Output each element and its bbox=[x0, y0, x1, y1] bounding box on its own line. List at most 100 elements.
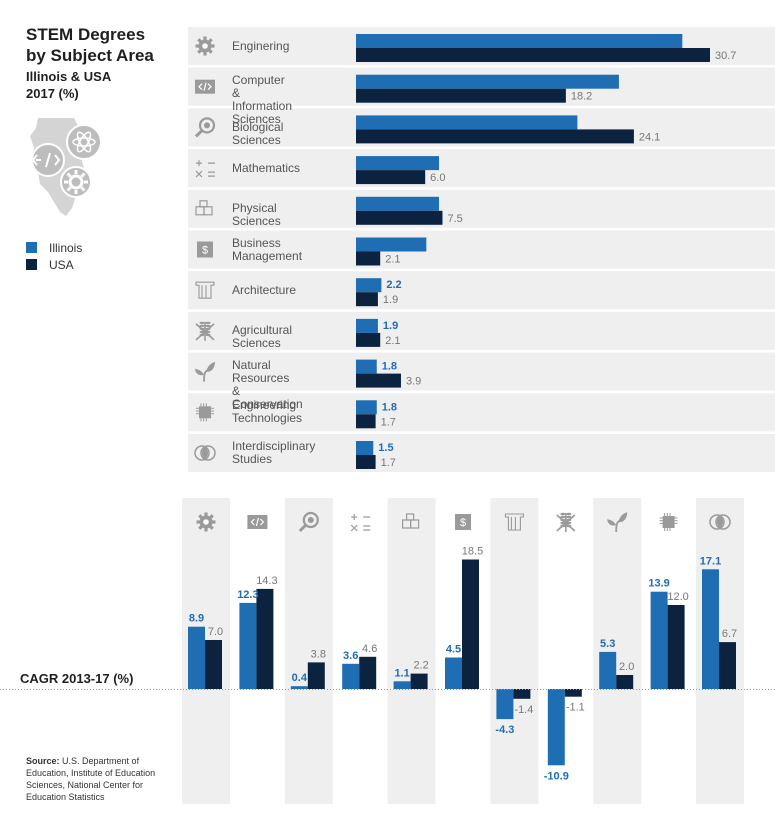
value-label-usa: 18.2 bbox=[571, 91, 592, 103]
category-label-line: Physical Sciences bbox=[232, 201, 281, 229]
category-label: Physical Sciences bbox=[232, 202, 281, 228]
value-label-illinois: 1.8 bbox=[382, 361, 397, 373]
legend-label-usa: USA bbox=[49, 257, 74, 272]
category-label: Enginering bbox=[232, 39, 289, 53]
bar-illinois bbox=[356, 359, 377, 374]
value-label-illinois: 1.9 bbox=[383, 320, 398, 332]
cagr-bar-usa bbox=[564, 689, 582, 697]
cagr-bar-illinois bbox=[188, 626, 205, 689]
cagr-value-usa: 18.5 bbox=[462, 546, 483, 558]
bar-illinois bbox=[356, 400, 377, 415]
bar-usa bbox=[356, 129, 634, 144]
gear-icon bbox=[195, 36, 215, 56]
cagr-value-usa: 2.0 bbox=[619, 661, 634, 673]
value-label-usa: 3.9 bbox=[406, 376, 421, 388]
category-label: Agricultural Sciences bbox=[232, 324, 292, 350]
wheat-icon bbox=[556, 512, 576, 532]
blocks-icon bbox=[195, 200, 213, 216]
category-label-line: Information Sciences bbox=[232, 98, 293, 126]
magnifier-icon bbox=[194, 117, 216, 138]
cagr-bar-usa bbox=[462, 559, 479, 689]
bar-illinois bbox=[356, 237, 427, 252]
code-icon bbox=[247, 515, 268, 529]
category-label: Biological Sciences bbox=[232, 119, 284, 147]
value-label-illinois: 1.5 bbox=[378, 442, 393, 454]
venn-icon bbox=[194, 445, 216, 461]
category-label: Engineering Technologies bbox=[232, 399, 302, 425]
cagr-value-usa: 2.2 bbox=[413, 660, 428, 672]
cagr-value-illinois: -4.3 bbox=[495, 724, 514, 736]
math-icon bbox=[350, 514, 371, 532]
cagr-axis-label: CAGR 2013-17 (%) bbox=[20, 671, 134, 686]
value-label-illinois: 28.3 bbox=[659, 35, 680, 47]
column-background bbox=[387, 498, 436, 804]
column-background bbox=[593, 498, 642, 804]
value-label-usa: 6.0 bbox=[430, 172, 445, 184]
row-background bbox=[188, 311, 775, 350]
row-background bbox=[188, 149, 775, 188]
cagr-value-usa: -1.1 bbox=[566, 702, 585, 714]
bar-usa bbox=[356, 48, 710, 62]
math-icon bbox=[195, 160, 215, 178]
cagr-value-illinois: -10.9 bbox=[544, 770, 569, 782]
bar-usa bbox=[356, 414, 376, 429]
cagr-value-illinois: 8.9 bbox=[189, 613, 204, 625]
bar-usa bbox=[356, 332, 381, 347]
cagr-bar-usa bbox=[667, 605, 685, 689]
cagr-value-illinois: 17.1 bbox=[700, 555, 721, 567]
bar-usa bbox=[356, 170, 426, 185]
leaf-icon bbox=[195, 361, 215, 382]
row-background bbox=[188, 271, 775, 310]
cagr-value-illinois: 13.9 bbox=[648, 578, 669, 590]
category-label: Natural Resources & Conservation bbox=[232, 358, 303, 411]
cagr-bar-usa bbox=[256, 588, 274, 689]
bar-usa bbox=[356, 373, 401, 388]
cagr-bar-illinois bbox=[599, 651, 617, 689]
legend-item-usa: USA bbox=[26, 256, 82, 273]
cagr-value-usa: -1.4 bbox=[514, 704, 533, 716]
row-background bbox=[188, 352, 775, 391]
bar-illinois bbox=[356, 278, 382, 293]
cagr-value-illinois: 12.3 bbox=[237, 589, 258, 601]
cagr-bar-illinois bbox=[702, 569, 719, 689]
cagr-value-illinois: 5.3 bbox=[600, 638, 615, 650]
magnifier-icon bbox=[298, 511, 319, 533]
value-label-usa: 1.7 bbox=[381, 457, 396, 469]
value-label-illinois: 22.8 bbox=[595, 76, 616, 88]
column-icon bbox=[195, 281, 215, 299]
cagr-bar-chart: 8.9 7.0 12.3 14.3 0.43.8 3.6 4.6 1.1 2.2 $4.5 18.5… bbox=[0, 498, 775, 804]
cagr-bar-usa bbox=[513, 689, 531, 699]
category-label-line: Management bbox=[232, 248, 303, 263]
venn-icon bbox=[709, 514, 731, 530]
value-label-illinois: 7.2 bbox=[422, 157, 437, 169]
row-background bbox=[188, 393, 775, 432]
bar-illinois bbox=[356, 156, 440, 171]
chip-icon bbox=[196, 403, 214, 422]
row-background bbox=[188, 230, 775, 269]
cagr-bar-usa bbox=[410, 673, 428, 689]
bar-usa bbox=[356, 455, 376, 469]
cagr-bar-illinois bbox=[290, 686, 308, 689]
column-background bbox=[490, 498, 539, 804]
source-note: Source: U.S. Department of Education, In… bbox=[26, 756, 156, 802]
cagr-bar-illinois bbox=[496, 689, 514, 720]
dollar-icon: $ bbox=[197, 241, 213, 258]
value-label-usa: 1.9 bbox=[383, 294, 398, 306]
cagr-value-usa: 4.6 bbox=[362, 643, 377, 655]
category-label: Architecture bbox=[232, 283, 296, 297]
category-label: Business Management bbox=[232, 235, 303, 263]
bar-illinois bbox=[356, 441, 374, 455]
category-label-line: Biological Sciences bbox=[232, 119, 284, 147]
chart-subtitle: Illinois & USA 2017 (%) bbox=[26, 69, 112, 101]
row-background bbox=[188, 189, 775, 228]
bar-usa bbox=[356, 292, 378, 307]
category-label-line: Computer & bbox=[232, 72, 285, 100]
cagr-value-illinois: 4.5 bbox=[446, 644, 461, 656]
category-label-line: Business bbox=[232, 235, 281, 250]
cagr-value-usa: 12.0 bbox=[667, 591, 688, 603]
value-label-illinois: 6.1 bbox=[409, 239, 424, 251]
cagr-bar-illinois bbox=[650, 591, 668, 689]
category-label: Interdisciplinary Studies bbox=[232, 440, 315, 466]
row-background bbox=[188, 434, 775, 472]
illinois-map-logo bbox=[30, 118, 102, 216]
